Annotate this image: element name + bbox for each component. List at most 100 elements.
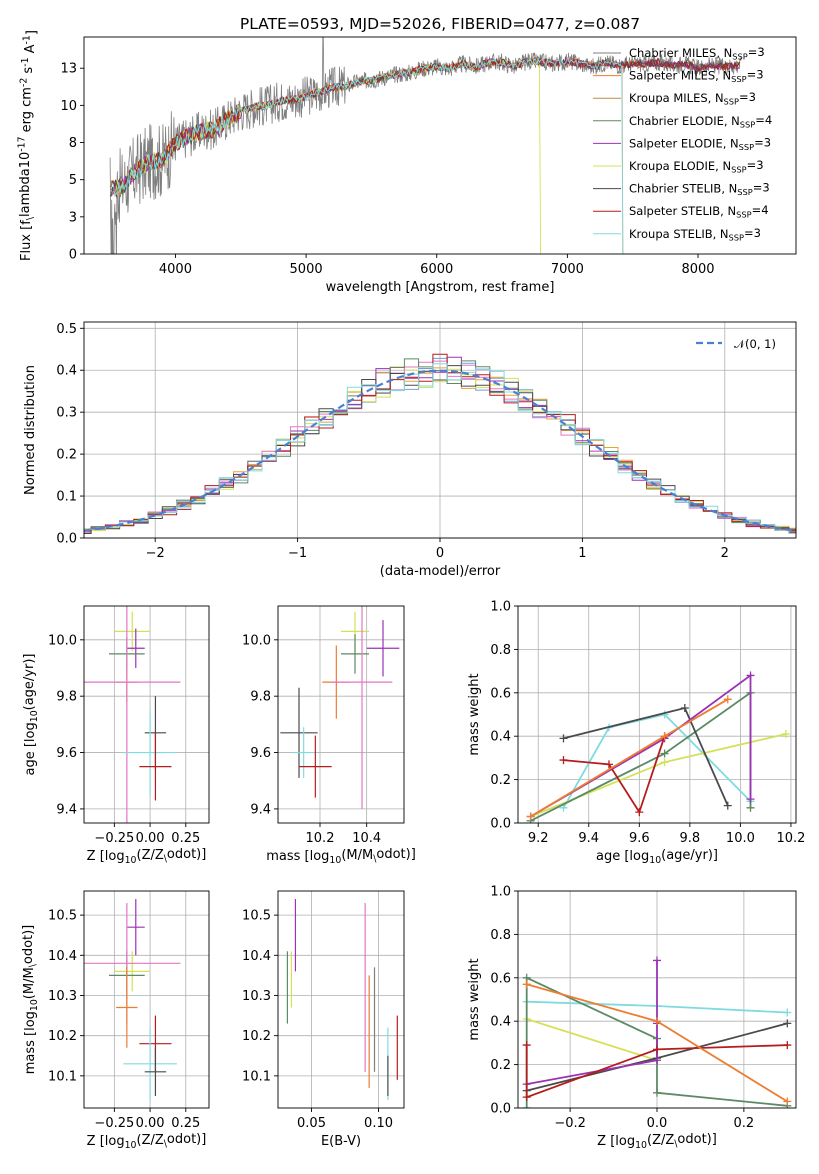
age-vs-Z-plot-area [84,606,181,823]
residuals-panel: −2 −1 0 1 2 0.0 0.1 0.2 0.3 0.4 0.5 (data-model)/er… [23,321,797,579]
x-tick-label: 0.00 [136,831,165,846]
mass-weight-marker [522,1041,531,1050]
y-tick-label: 1.0 [490,885,511,900]
y-axis-label: mass weight [467,673,482,755]
mass-weight-marker [604,760,613,769]
x-tick-label: 10.2 [306,831,335,846]
mass-weight-line [526,1018,658,1062]
legend-entry: 𝒩(0, 1) [734,337,776,351]
x-tick-label: 9.2 [528,831,549,846]
y-tick-label: 9.4 [56,802,77,817]
y-tick-label: 0.5 [56,322,77,337]
mass-weight-marker [522,980,531,989]
spectrum-panel: 4000 5000 6000 7000 8000 0 3 5 8 10 13 wavelength [… [17,15,797,295]
y-tick-label: 3 [69,210,77,225]
x-tick-label: 8000 [681,262,714,277]
legend-entry: Kroupa ELODIE, NSSP​=3 [629,158,764,174]
normal-reference-curve [84,369,796,532]
error-bar-point [116,967,138,1048]
chart-title: PLATE=0593, MJD=52026, FIBERID=0477, z=0… [240,15,640,33]
error-bar-point [114,951,151,992]
y-axis-label: Normed distribution [23,365,38,495]
mass-weight-line [526,960,658,1085]
y-tick-label: 10.0 [242,633,271,648]
y-tick-label: 0.6 [490,686,511,701]
age-vs-mass-panel: 10.2 10.4 9.4 9.6 9.8 10.0 mass [log10​(M/M\​o… [242,605,416,866]
y-tick-label: 0.6 [490,971,511,986]
mass-weight-marker [559,756,568,765]
mass-weight-marker [660,758,669,767]
y-tick-label: 10.2 [242,1029,271,1044]
x-tick-label: −0.2 [554,1116,586,1131]
y-tick-label: 10 [60,99,77,114]
y-tick-label: 0.4 [56,364,77,379]
x-tick-label: 6000 [420,262,453,277]
y-tick-label: 10.1 [242,1069,271,1084]
mass-weight-marker [723,695,732,704]
y-tick-label: 9.8 [56,690,77,705]
y-tick-label: 10.2 [48,1029,77,1044]
x-tick-label: 0 [436,546,444,561]
y-tick-label: 9.4 [250,802,271,817]
y-axis-label: Flux [f\​lambda10-17​ erg cm-2​ s-1​ A-1… [17,30,40,261]
spectrum-model-line [111,56,624,254]
spectrum-model-line [110,56,624,254]
y-tick-label: 10.1 [48,1069,77,1084]
x-tick-label: 0.00 [136,1116,165,1131]
y-tick-label: 8 [69,136,77,151]
x-axis-label: mass [log10​(M/M\​odot)] [266,847,416,866]
mass-weight-marker [746,671,755,680]
error-bar-point [280,687,318,778]
weight-vs-Z-plot-area [522,956,792,1108]
y-tick-label: 13 [60,62,77,77]
y-tick-label: 0.8 [490,928,511,943]
error-bar-point [139,732,172,801]
x-tick-label: 10.0 [726,831,755,846]
y-tick-label: 9.8 [250,690,271,705]
mass-weight-marker [522,1093,531,1102]
mass-vs-ebv-plot-area [286,899,398,1100]
y-tick-label: 10.5 [242,909,271,924]
x-tick-label: 0.10 [364,1116,393,1131]
mass-weight-marker [653,1017,661,1026]
y-tick-label: 9.6 [56,746,77,761]
x-axis-label: age [log10​(age/yr)] [596,848,718,866]
x-tick-label: 0.2 [734,1116,755,1131]
y-tick-label: 10.5 [48,909,77,924]
legend-entry: Chabrier MILES, NSSP​=3 [629,45,765,61]
x-tick-label: 10.4 [352,831,381,846]
y-tick-label: 0.3 [56,406,77,421]
x-axis-label: Z [log10​(Z/Z\​odot)] [87,847,207,866]
mass-weight-marker [660,749,669,758]
x-tick-label: 9.8 [680,831,701,846]
x-tick-label: −0.25 [94,1116,134,1131]
axes-frame [277,605,405,824]
mass-weight-marker [660,732,669,741]
y-tick-label: 0.4 [490,730,511,745]
axes-frame [83,36,797,255]
error-bar-point [84,606,181,823]
mass-weight-marker [680,703,689,712]
error-bar-point [123,1027,177,1100]
x-tick-label: 2 [721,546,729,561]
age-vs-Z-panel: −0.250.00 0.25 9.4 9.6 9.8 10.0 Z [log10​(Z/Z\… [22,605,210,866]
x-axis-label: Z [log10​(Z/Z\​odot)] [87,1132,207,1151]
y-tick-label: 0.2 [490,773,511,788]
axes-frame [517,890,797,1109]
y-tick-label: 0.2 [490,1058,511,1073]
spectrum-model-line [110,57,740,197]
x-tick-label: 0.05 [297,1116,326,1131]
x-tick-label: 9.4 [578,831,599,846]
y-tick-label: 10.0 [48,633,77,648]
mass-weight-line [530,698,729,818]
y-tick-label: 0.4 [490,1015,511,1030]
residuals-plot-area [84,353,796,534]
axes-frame [517,605,797,824]
error-bar-point [126,628,145,668]
mass-weight-line [563,735,666,815]
mass-weight-marker [783,1008,792,1017]
mass-weight-marker [723,801,732,810]
x-tick-label: −2 [146,546,165,561]
y-tick-label: 1.0 [490,600,511,615]
x-axis-label: E(B-V) [321,1134,361,1149]
